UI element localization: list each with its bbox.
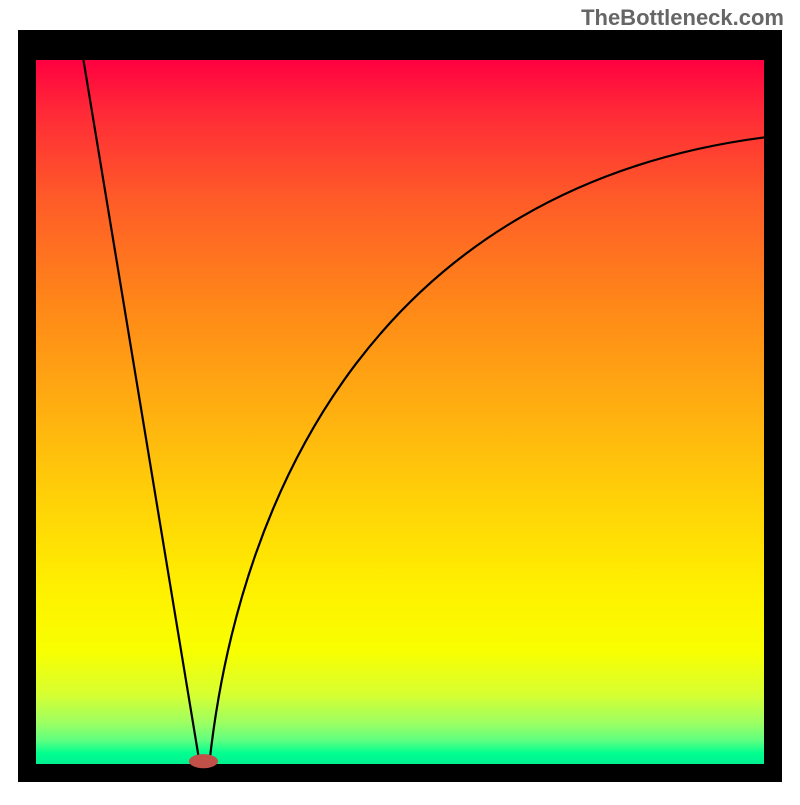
chart-svg <box>0 0 800 800</box>
plot-gradient-background <box>36 60 764 764</box>
bottleneck-chart-container: TheBottleneck.com <box>0 0 800 800</box>
minimum-marker <box>189 754 218 768</box>
